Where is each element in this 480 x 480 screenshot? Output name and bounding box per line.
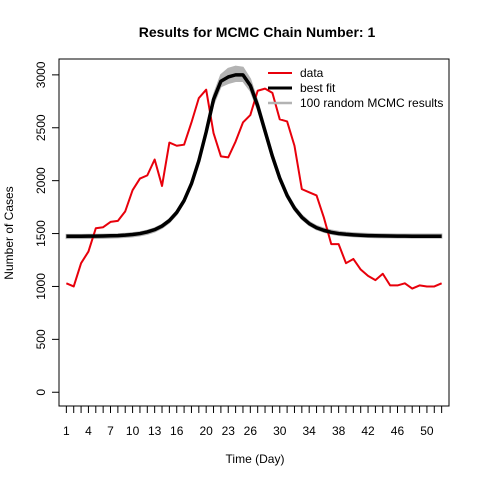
legend-label: data	[300, 66, 324, 80]
y-tick-label: 2500	[34, 114, 48, 141]
x-axis-label: Time (Day)	[226, 452, 285, 466]
y-tick-label: 1500	[34, 220, 48, 247]
x-tick-label: 20	[199, 424, 213, 438]
y-tick-label: 500	[34, 329, 48, 349]
x-tick-label: 30	[273, 424, 287, 438]
x-tick-label: 42	[361, 424, 375, 438]
series-group	[65, 73, 443, 290]
x-tick-label: 23	[222, 424, 236, 438]
y-tick-label: 2000	[34, 167, 48, 194]
x-tick-label: 26	[244, 424, 258, 438]
y-tick-label: 3000	[34, 61, 48, 88]
x-tick-label: 13	[148, 424, 162, 438]
x-tick-label: 34	[303, 424, 317, 438]
legend-label: 100 random MCMC results	[300, 96, 443, 110]
y-tick-label: 0	[34, 389, 48, 396]
series-data-line	[65, 87, 443, 290]
x-tick-label: 1	[63, 424, 70, 438]
x-tick-label: 16	[170, 424, 184, 438]
x-tick-label: 7	[107, 424, 114, 438]
y-axis: 0 500 1000 1500 2000 2500 3000	[34, 61, 60, 396]
y-axis-label: Number of Cases	[2, 186, 16, 279]
x-tick-label: 38	[332, 424, 346, 438]
series-best-fit-line	[66, 73, 442, 238]
chart-title: Results for MCMC Chain Number: 1	[139, 24, 376, 40]
y-tick-label: 1000	[34, 273, 48, 300]
x-tick-label: 4	[85, 424, 92, 438]
plot-area-frame	[58, 58, 450, 407]
legend-label: best fit	[300, 81, 336, 95]
x-tick-label: 50	[420, 424, 434, 438]
x-tick-label: 10	[126, 424, 140, 438]
x-tick-label: 46	[391, 424, 405, 438]
x-axis: 1 4 7 10 13 16 20 23 26 30 34 38 42 46 50	[63, 405, 443, 438]
